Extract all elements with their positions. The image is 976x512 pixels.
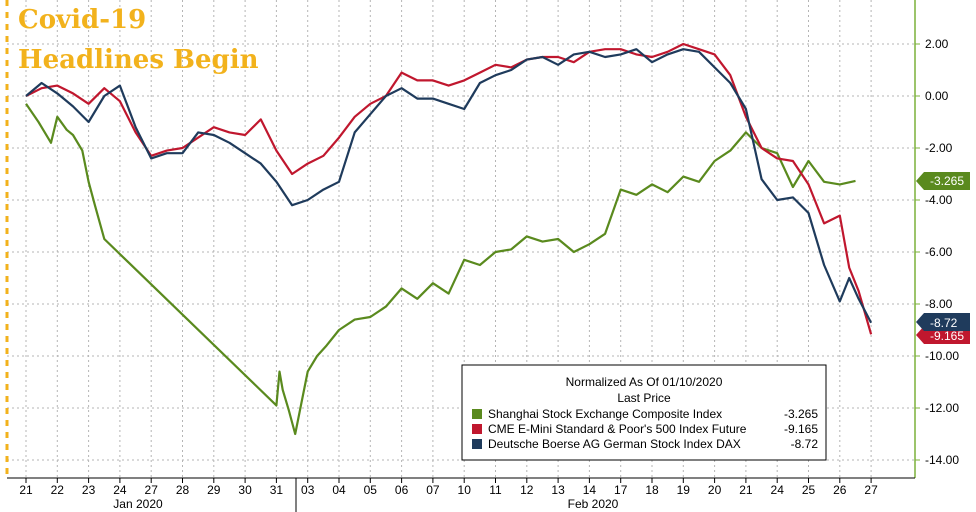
chart-title-line-2: Headlines Begin: [18, 45, 259, 75]
x-tick-label: 06: [395, 483, 409, 497]
y-tick-label: -4.00: [925, 193, 953, 207]
x-tick-label: 03: [301, 483, 315, 497]
x-tick-label: 10: [458, 483, 472, 497]
legend: Normalized As Of 01/10/2020 Last Price S…: [461, 364, 827, 461]
x-tick-label: 24: [771, 483, 785, 497]
legend-value-sp500: -9.165: [784, 422, 818, 436]
x-tick-label: 21: [19, 483, 33, 497]
x-axis-ticks: 21 22 23 24 27 28 29 30 31 03 04 05 06 07 10 11 12 13 14 17…: [19, 478, 878, 497]
series-line-shanghai: [25, 103, 856, 436]
x-tick-label: 30: [238, 483, 252, 497]
x-tick-label: 17: [614, 483, 628, 497]
last-value-text-shanghai: -3.265: [930, 174, 964, 188]
y-tick-label: -10.00: [925, 349, 959, 363]
y-tick-label: -2.00: [925, 141, 953, 155]
x-tick-label: 28: [176, 483, 190, 497]
y-tick-label: -12.00: [925, 401, 959, 415]
x-tick-label: 29: [207, 483, 221, 497]
x-tick-label: 13: [551, 483, 565, 497]
series-line-sp500: [25, 42, 873, 335]
x-tick-label: 05: [364, 483, 378, 497]
series-layer: [25, 42, 873, 436]
y-axis-ticks: 2.00 0.00 -2.00 -4.00 -6.00 -8.00 -10.00 -12.00…: [915, 37, 959, 467]
x-tick-label: 12: [520, 483, 534, 497]
legend-header-line-1: Normalized As Of 01/10/2020: [566, 375, 723, 389]
y-tick-label: -6.00: [925, 245, 953, 259]
y-tick-label: 0.00: [925, 89, 949, 103]
x-tick-label: 20: [708, 483, 722, 497]
x-tick-label: 21: [739, 483, 753, 497]
legend-swatch-dax: [472, 439, 482, 449]
legend-label-dax: Deutsche Boerse AG German Stock Index DA…: [488, 437, 741, 451]
x-tick-label: 31: [270, 483, 284, 497]
legend-label-shanghai: Shanghai Stock Exchange Composite Index: [488, 407, 722, 421]
x-tick-label: 27: [864, 483, 878, 497]
last-value-text-dax: -8.72: [930, 316, 958, 330]
chart-title-line-1: Covid-19: [18, 5, 146, 35]
last-value-text-sp500: -9.165: [930, 329, 964, 343]
legend-header-line-2: Last Price: [617, 391, 671, 405]
x-tick-label: 25: [802, 483, 816, 497]
last-value-labels: -3.265 -9.165 -8.72: [916, 172, 970, 344]
x-tick-label: 24: [113, 483, 127, 497]
legend-value-dax: -8.72: [791, 437, 819, 451]
x-tick-label: 27: [145, 483, 159, 497]
last-value-tag-dax: [916, 313, 970, 331]
month-label-jan: Jan 2020: [113, 497, 163, 511]
legend-value-shanghai: -3.265: [784, 407, 818, 421]
legend-box: [461, 364, 827, 461]
x-tick-label: 11: [489, 483, 502, 497]
y-tick-label: -14.00: [925, 453, 959, 467]
x-tick-label: 14: [583, 483, 597, 497]
legend-swatch-sp500: [472, 424, 482, 434]
legend-swatch-shanghai: [472, 409, 482, 419]
series-line-dax: [25, 48, 873, 324]
y-tick-label: -8.00: [925, 297, 953, 311]
x-tick-label: 07: [426, 483, 440, 497]
x-tick-label: 18: [645, 483, 659, 497]
x-tick-label: 19: [677, 483, 691, 497]
y-tick-label: 2.00: [925, 37, 949, 51]
last-value-tag-shanghai: [916, 172, 970, 190]
legend-label-sp500: CME E-Mini Standard & Poor's 500 Index F…: [488, 422, 747, 436]
x-tick-label: 23: [82, 483, 96, 497]
x-tick-label: 22: [51, 483, 65, 497]
x-tick-label: 26: [833, 483, 847, 497]
x-tick-label: 04: [332, 483, 346, 497]
month-label-feb: Feb 2020: [568, 497, 619, 511]
